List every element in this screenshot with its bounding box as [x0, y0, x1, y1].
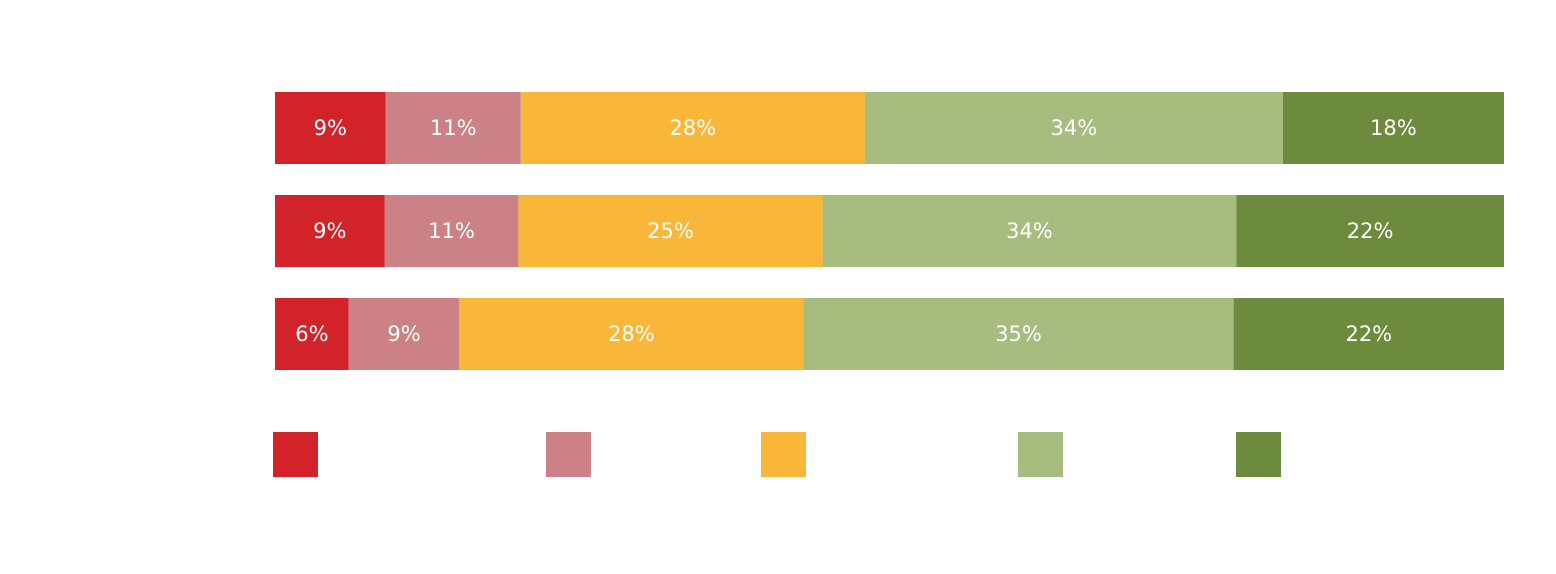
value-label: 34% — [1006, 219, 1053, 243]
value-label: 28% — [670, 116, 717, 140]
value-label: 28% — [608, 322, 655, 346]
value-label: 34% — [1051, 116, 1098, 140]
bar-segment — [803, 298, 1234, 370]
value-label: 22% — [1345, 322, 1392, 346]
bar-segment — [1282, 92, 1504, 164]
legend-swatch — [761, 432, 806, 477]
bar-segment — [864, 92, 1283, 164]
legend-swatch — [273, 432, 318, 477]
bar-segment — [348, 298, 460, 370]
bar-segment — [385, 92, 521, 164]
value-label: 11% — [430, 116, 477, 140]
bar-segment — [518, 195, 823, 267]
bar-segment — [275, 298, 349, 370]
bar-segment — [275, 195, 385, 267]
value-label: 9% — [387, 322, 420, 346]
bar-segment — [459, 298, 804, 370]
value-label: 11% — [428, 219, 475, 243]
bar-segment — [520, 92, 865, 164]
bar-segment — [822, 195, 1237, 267]
value-label: 35% — [995, 322, 1042, 346]
value-label: 6% — [295, 322, 328, 346]
bar-segment — [275, 92, 386, 164]
value-label: 22% — [1347, 219, 1394, 243]
legend-swatch — [1236, 432, 1281, 477]
value-label: 9% — [314, 116, 347, 140]
bar-segment — [384, 195, 519, 267]
value-label: 25% — [647, 219, 694, 243]
legend-swatch — [1018, 432, 1063, 477]
bar-segment — [1233, 298, 1504, 370]
value-label: 18% — [1370, 116, 1417, 140]
value-label: 9% — [313, 219, 346, 243]
bar-segment — [1236, 195, 1504, 267]
legend-swatch — [546, 432, 591, 477]
